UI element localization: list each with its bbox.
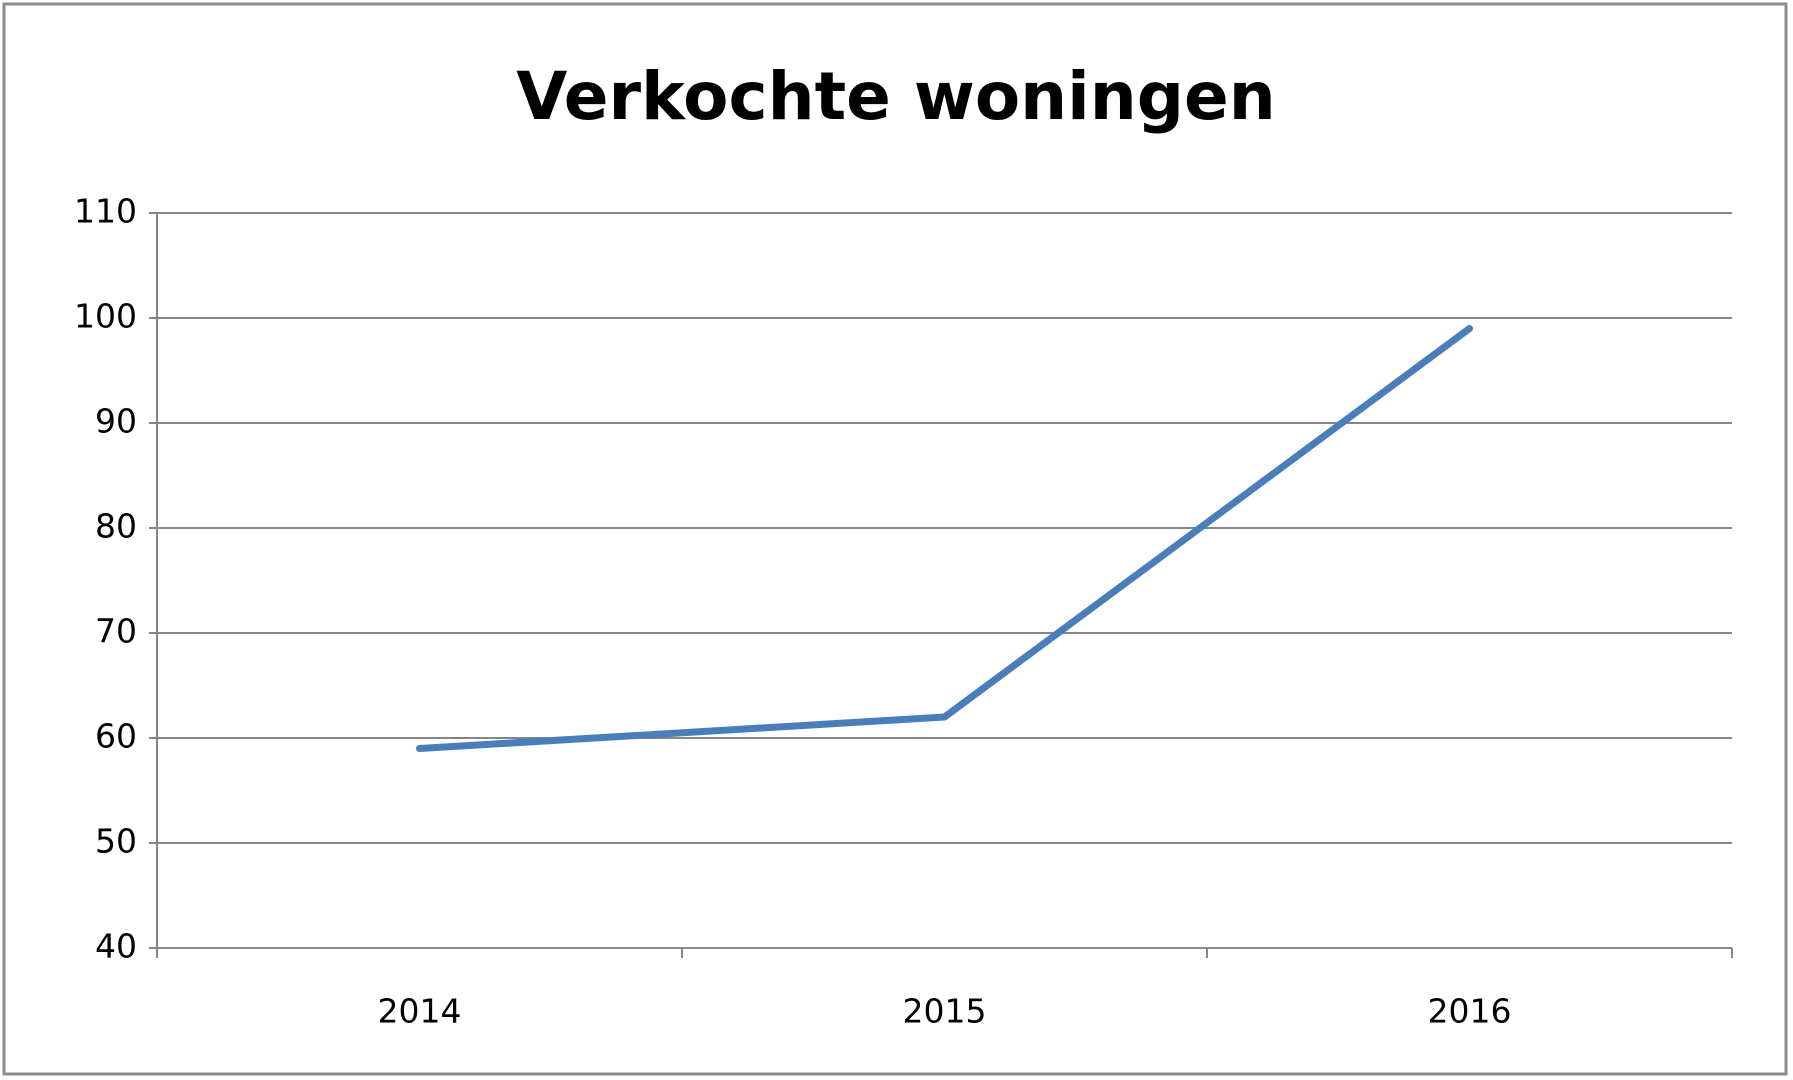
x-tick-label: 2015 xyxy=(903,992,987,1031)
data-line xyxy=(416,325,1473,752)
y-tick-label: 50 xyxy=(95,822,137,861)
y-tick-label: 110 xyxy=(74,192,137,231)
x-tick-label: 2016 xyxy=(1428,992,1512,1031)
y-tick-label: 80 xyxy=(95,507,137,546)
y-tick-label: 90 xyxy=(95,402,137,441)
y-tick-label: 100 xyxy=(74,297,137,336)
y-tick-label: 40 xyxy=(95,927,137,966)
y-tick-label: 70 xyxy=(95,612,137,651)
y-tick-label: 60 xyxy=(95,717,137,756)
chart-title: Verkochte woningen xyxy=(516,58,1276,135)
x-tick-label: 2014 xyxy=(378,992,462,1031)
